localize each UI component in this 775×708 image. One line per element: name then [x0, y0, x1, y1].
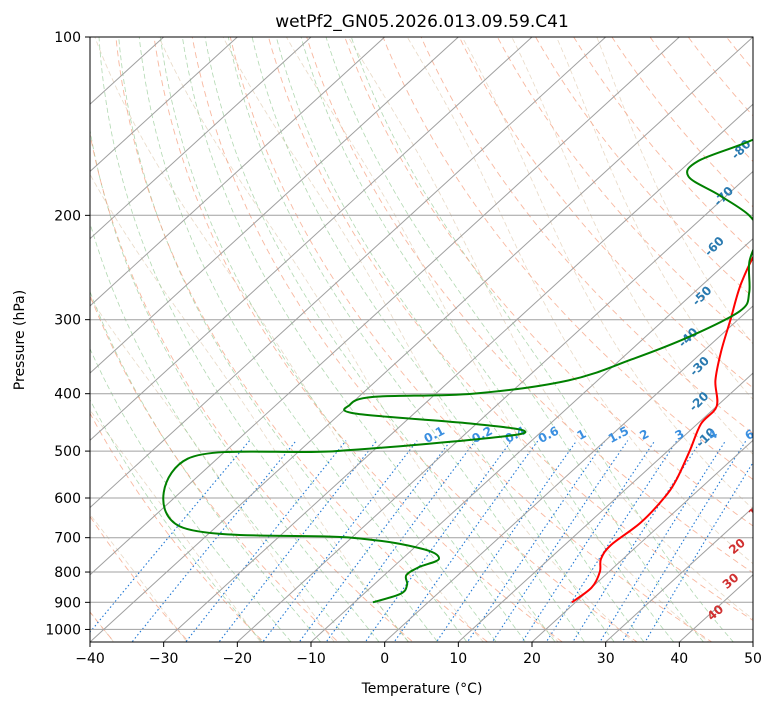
- mixing-ratio-label: 6: [743, 427, 757, 443]
- y-tick-label: 700: [54, 531, 81, 547]
- dry-adiabat-line: [306, 37, 753, 574]
- mixing-ratio-line: [521, 440, 656, 642]
- dry-adiabat-line: [153, 37, 564, 642]
- moist-adiabat-line: [90, 127, 380, 642]
- y-tick-label: 400: [54, 387, 81, 403]
- isotherm-line: [90, 37, 312, 240]
- x-tick-label: 20: [523, 651, 541, 667]
- dewpoint-profile-line: [162, 138, 753, 604]
- isotherm-line: [90, 37, 386, 307]
- isotherm-line: [531, 439, 753, 642]
- x-tick-label: 30: [597, 651, 615, 667]
- dry-adiabat-line: [344, 37, 753, 527]
- dry-adiabats: [90, 37, 753, 642]
- x-tick-label: 0: [380, 651, 389, 667]
- moist-adiabat-line: [300, 37, 675, 642]
- isotherm-line: [90, 37, 753, 642]
- mixing-ratio-line: [644, 461, 753, 642]
- theta-e-line: [158, 37, 560, 642]
- moist-adiabat-line: [227, 37, 586, 642]
- plot-area: -100-90-80-70-60-50-40-30-20-100.10.20.4…: [90, 37, 772, 642]
- moist-adiabat-line: [90, 221, 351, 642]
- mixing-ratio-line: [90, 440, 251, 633]
- isotherm-line: [90, 37, 680, 576]
- mixing-ratio-line: [466, 440, 606, 642]
- moist-adiabat-line: [275, 37, 645, 642]
- mixing-ratio-line: [393, 440, 539, 642]
- mixing-ratio-line: [491, 440, 629, 642]
- plot-frame: [89, 36, 754, 643]
- mixing-ratio-line: [572, 440, 702, 642]
- mixing-ratio-line: [218, 440, 378, 642]
- y-axis-label: Pressure (hPa): [12, 290, 28, 390]
- moist-adiabat-line: [181, 37, 527, 642]
- y-tick-label: 600: [54, 491, 81, 507]
- y-axis-ticks: 100 200 300 400 500 600 700 800 900 1000: [45, 30, 90, 638]
- y-tick-label: 500: [54, 444, 81, 460]
- moist-adiabat-line: [350, 37, 734, 642]
- profiles: [162, 138, 753, 604]
- y-tick-label: 800: [54, 565, 81, 581]
- x-tick-label: −30: [149, 651, 179, 667]
- isotherm-line: [457, 372, 753, 642]
- dry-adiabat-line: [115, 37, 489, 642]
- dry-adiabat-line: [458, 37, 753, 389]
- moist-adiabat-line: [98, 37, 409, 642]
- y-tick-label: 100: [54, 30, 81, 46]
- x-tick-label: −40: [75, 651, 105, 667]
- x-tick-label: 40: [670, 651, 688, 667]
- isotherm-line: [310, 237, 753, 642]
- isotherm-line: [90, 37, 533, 442]
- x-axis-label: Temperature (°C): [361, 681, 483, 697]
- x-axis-ticks: −40 −30 −20 −10 0 10 20 30 40 50: [75, 642, 762, 667]
- x-tick-label: −10: [296, 651, 326, 667]
- x-tick-label: 10: [449, 651, 467, 667]
- isotherm-line: [384, 305, 753, 642]
- theta-e-line: [94, 37, 485, 642]
- moist-adiabat-line: [90, 290, 322, 642]
- isotherms: [90, 37, 753, 642]
- dry-adiabat-line: [229, 37, 713, 642]
- x-tick-label: 50: [744, 651, 762, 667]
- isotherm-line: [90, 37, 238, 173]
- y-tick-label: 1000: [45, 622, 81, 638]
- dry-adiabat-line: [496, 37, 753, 344]
- dry-adiabat-line: [420, 37, 753, 435]
- dry-adiabat-line: [191, 37, 638, 642]
- theta-e-line: [596, 37, 753, 345]
- isotherm-line: [605, 506, 753, 642]
- dry-adiabat-line: [268, 37, 753, 622]
- moist-adiabat-line: [251, 37, 615, 642]
- theta-e-line: [90, 409, 261, 642]
- isobars: [90, 37, 753, 630]
- temperature-profile-line: [571, 255, 753, 604]
- theta-e-line: [285, 37, 710, 642]
- dry-adiabat-label: -90: [747, 81, 772, 106]
- moist-adiabat-line: [325, 37, 705, 642]
- isotherm-line: [90, 37, 459, 374]
- isotherm-line: [236, 170, 753, 642]
- dry-adiabat-line: [90, 131, 414, 642]
- mixing-ratio-line: [131, 440, 297, 642]
- theta-e-line: [461, 37, 753, 510]
- x-tick-label: −20: [223, 651, 253, 667]
- y-tick-label: 900: [54, 595, 81, 611]
- chart-title: wetPf2_GN05.2026.013.09.59.C41: [275, 12, 569, 32]
- isotherm-line: [163, 103, 753, 642]
- y-tick-label: 200: [54, 208, 81, 224]
- moist-adiabat-line: [204, 37, 556, 642]
- mixing-ratio-line: [545, 440, 678, 642]
- y-tick-label: 300: [54, 313, 81, 329]
- moist-adiabat-label: 10: [746, 499, 768, 520]
- moist-adiabat-line: [159, 37, 497, 642]
- isotherm-line: [90, 37, 607, 509]
- moist-adiabat-line: [90, 398, 263, 642]
- theta-e-line: [406, 37, 753, 565]
- mixing-ratio-line: [262, 440, 418, 642]
- mixing-ratio-line: [621, 440, 747, 642]
- dry-adiabat-line: [90, 293, 339, 642]
